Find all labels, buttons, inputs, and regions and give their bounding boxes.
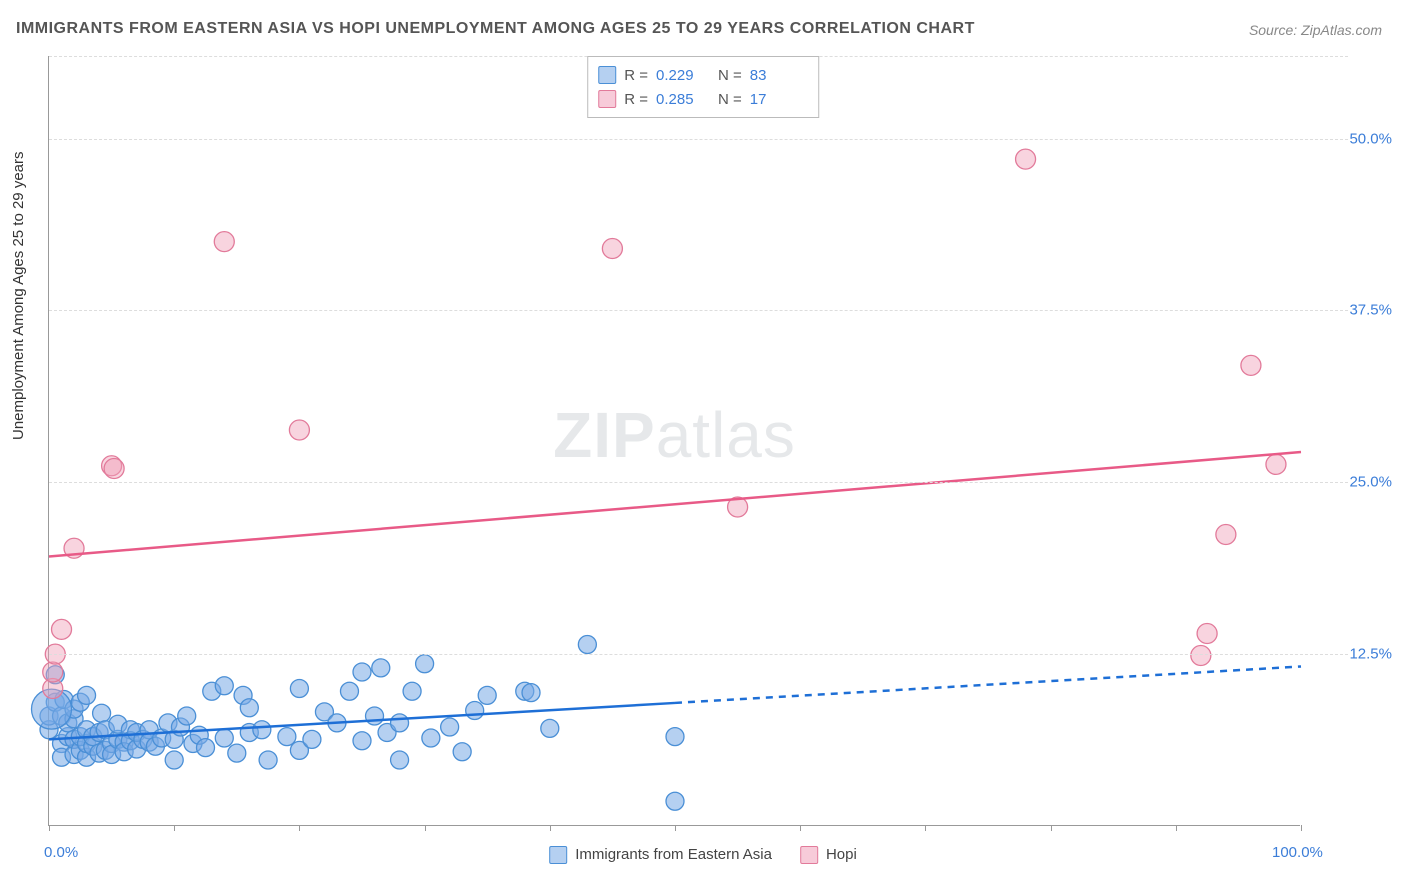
y-axis-label: Unemployment Among Ages 25 to 29 years [10,151,27,440]
legend-row-pink: R = 0.285 N = 17 [598,87,804,111]
legend-correlation: R = 0.229 N = 83 R = 0.285 N = 17 [587,56,819,118]
legend-item-pink: Hopi [800,846,857,864]
y-tick-label: 25.0% [1349,474,1392,491]
legend-swatch-blue [598,66,616,84]
legend-row-blue: R = 0.229 N = 83 [598,63,804,87]
legend-n-prefix: N = [718,91,742,108]
legend-r-prefix: R = [624,67,648,84]
legend-series: Immigrants from Eastern Asia Hopi [549,846,857,864]
plot-svg [49,56,1300,825]
legend-n-blue: 83 [750,67,804,84]
legend-item-blue: Immigrants from Eastern Asia [549,846,772,864]
legend-r-pink: 0.285 [656,91,710,108]
source-label: Source: ZipAtlas.com [1249,22,1382,38]
x-axis-max-label: 100.0% [1272,844,1323,861]
chart-title: IMMIGRANTS FROM EASTERN ASIA VS HOPI UNE… [16,20,975,38]
legend-label-pink: Hopi [826,846,857,863]
legend-n-prefix: N = [718,67,742,84]
legend-swatch-pink [598,90,616,108]
legend-n-pink: 17 [750,91,804,108]
plot-area: ZIPatlas [48,56,1300,826]
legend-swatch-pink [800,846,818,864]
y-tick-label: 12.5% [1349,646,1392,663]
legend-swatch-blue [549,846,567,864]
legend-label-blue: Immigrants from Eastern Asia [575,846,772,863]
legend-r-prefix: R = [624,91,648,108]
legend-r-blue: 0.229 [656,67,710,84]
y-tick-label: 37.5% [1349,302,1392,319]
x-axis-min-label: 0.0% [44,844,78,861]
y-tick-label: 50.0% [1349,130,1392,147]
